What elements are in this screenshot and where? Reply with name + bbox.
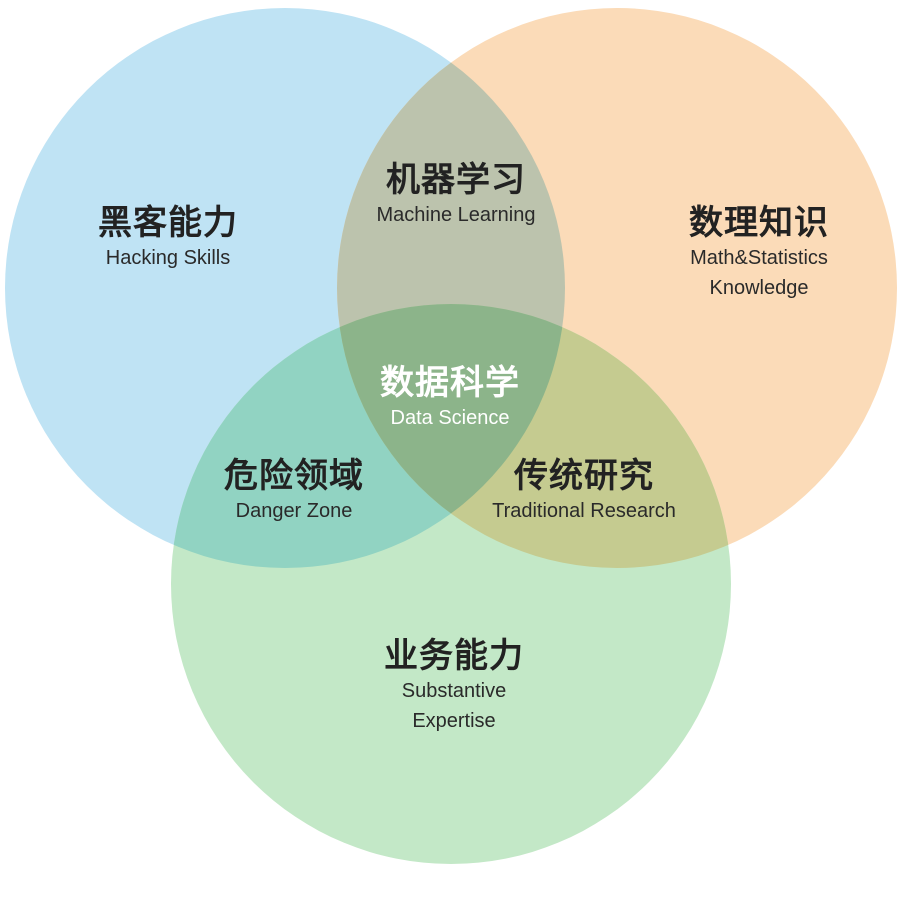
substantive-label-en-line1: Substantive xyxy=(401,680,507,702)
traditional-research-label: 传统研究 Traditional Research xyxy=(492,456,676,526)
substantive-label-en-line2: Expertise xyxy=(412,710,496,732)
hacking-label: 黑客能力 Hacking Skills xyxy=(98,203,238,273)
traditional-research-region xyxy=(337,304,731,568)
danger-zone-label: 危险领域 Danger Zone xyxy=(224,456,364,526)
hacking-label-zh: 黑客能力 xyxy=(98,203,238,243)
substantive-label: 业务能力 Substantive Expertise xyxy=(384,636,524,736)
data-science-label: 数据科学 Data Science xyxy=(380,363,520,433)
traditional-research-label-en: Traditional Research xyxy=(492,500,676,522)
traditional-research-label-zh: 传统研究 xyxy=(513,456,654,496)
danger-zone-label-en: Danger Zone xyxy=(235,500,353,522)
machine-learning-label-zh: 机器学习 xyxy=(386,160,526,200)
danger-zone-label-zh: 危险领域 xyxy=(224,456,364,496)
math-label: 数理知识 Math&Statistics Knowledge xyxy=(689,203,829,303)
danger-zone-region xyxy=(171,304,565,568)
substantive-label-zh: 业务能力 xyxy=(384,636,524,676)
machine-learning-label-en: Machine Learning xyxy=(376,204,536,226)
math-label-en-line1: Math&Statistics xyxy=(690,247,828,269)
math-label-en-line2: Knowledge xyxy=(709,277,809,299)
data-science-label-zh: 数据科学 xyxy=(380,363,520,403)
machine-learning-label: 机器学习 Machine Learning xyxy=(377,160,536,230)
data-science-label-en: Data Science xyxy=(390,407,510,429)
math-label-zh: 数理知识 xyxy=(689,203,829,243)
hacking-label-en: Hacking Skills xyxy=(105,247,231,269)
